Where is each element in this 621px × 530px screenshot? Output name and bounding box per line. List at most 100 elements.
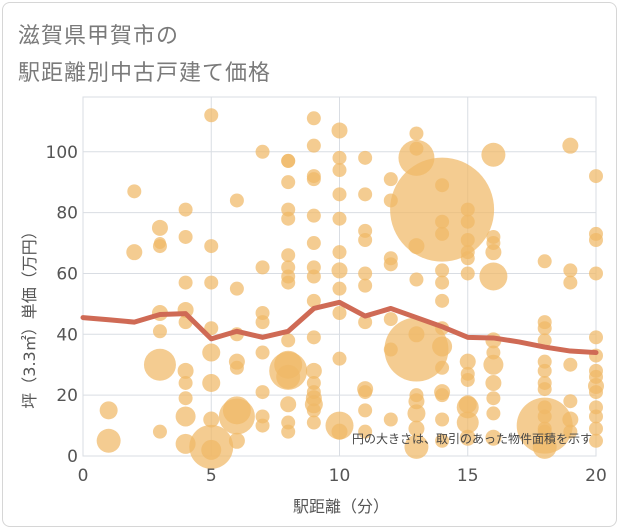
bubble	[563, 357, 578, 372]
bubble	[332, 306, 347, 321]
bubble	[152, 424, 167, 439]
bubble	[281, 248, 296, 263]
bubble	[563, 275, 578, 290]
bubble	[178, 375, 193, 390]
bubble	[435, 275, 450, 290]
bubble	[281, 175, 296, 190]
x-tick-label: 0	[78, 466, 89, 486]
y-tick-label: 100	[46, 143, 78, 163]
bubble	[306, 269, 321, 284]
bubble	[358, 187, 373, 202]
bubble	[459, 429, 476, 446]
x-tick-label: 10	[329, 466, 351, 486]
bubble	[537, 254, 552, 269]
bubbles	[96, 108, 604, 469]
bubble	[201, 439, 222, 460]
bubble	[384, 317, 449, 382]
bubble	[562, 411, 579, 428]
bubble	[228, 432, 245, 449]
bubble	[358, 403, 373, 418]
bubble	[331, 122, 348, 139]
bubble	[332, 211, 347, 226]
bubble	[332, 351, 347, 366]
bubble	[99, 401, 118, 420]
bubble	[460, 266, 475, 281]
bubble	[255, 260, 270, 275]
y-tick-label: 0	[67, 447, 78, 467]
bubble	[332, 150, 347, 165]
x-tick-label: 15	[457, 466, 479, 486]
bubble	[456, 396, 479, 419]
bubble	[408, 420, 425, 437]
bubble	[435, 293, 450, 308]
bubble	[202, 343, 221, 362]
bubble	[456, 411, 479, 434]
bubble	[383, 172, 398, 187]
bubble	[152, 324, 167, 339]
bubble	[485, 374, 502, 391]
chart-title-line-1: 滋賀県甲賀市の	[18, 24, 180, 49]
bubble	[202, 373, 221, 392]
bubble	[218, 398, 255, 435]
bubble	[127, 184, 142, 199]
bubble	[589, 330, 603, 345]
bubble	[331, 423, 348, 440]
bubble	[276, 364, 301, 389]
bubble	[485, 429, 502, 446]
bubble	[537, 382, 552, 397]
bubble	[178, 229, 193, 244]
bubble	[178, 275, 193, 290]
bubble	[485, 244, 502, 261]
bubble	[563, 263, 578, 278]
bubble	[481, 142, 506, 167]
bubble	[563, 394, 578, 409]
bubble	[229, 360, 244, 375]
bubble	[175, 406, 196, 427]
bubble	[589, 266, 603, 281]
bubble	[435, 433, 450, 448]
bubble	[204, 321, 219, 336]
bubble	[479, 262, 508, 291]
bubble	[332, 281, 347, 296]
bubble	[281, 424, 296, 439]
bubble	[460, 372, 475, 387]
bubble	[383, 412, 398, 427]
bubble	[562, 137, 579, 154]
bubble	[204, 108, 219, 123]
bubble	[383, 312, 398, 327]
bubble	[306, 111, 321, 126]
bubble	[281, 153, 296, 168]
bubble	[281, 211, 296, 226]
bubble	[281, 275, 296, 290]
bubble	[143, 348, 176, 381]
bubble	[178, 202, 193, 217]
bubble	[483, 354, 504, 375]
bubble	[255, 418, 270, 433]
bubble	[409, 126, 424, 141]
bubble	[204, 275, 219, 290]
bubble	[435, 388, 450, 403]
bubble	[203, 411, 220, 428]
x-tick-label: 5	[206, 466, 217, 486]
bubble	[358, 315, 373, 330]
bubble	[460, 251, 475, 266]
bubble	[460, 214, 475, 229]
bubble	[537, 363, 552, 378]
bubble	[589, 232, 603, 247]
bubble	[486, 391, 501, 406]
bubble	[306, 236, 321, 251]
bubble	[589, 421, 603, 436]
bubble	[306, 293, 321, 308]
bubble	[358, 424, 373, 439]
bubble	[432, 336, 453, 357]
bubble	[435, 263, 450, 278]
bubble	[435, 360, 450, 375]
bubble	[306, 330, 321, 345]
bubble-size-note: 円の大きさは、取引のあった物件面積を示す	[352, 431, 592, 446]
bubble	[589, 385, 603, 400]
bubble	[255, 385, 270, 400]
bubble	[332, 163, 347, 178]
bubble	[532, 434, 557, 459]
bubble	[229, 193, 244, 208]
